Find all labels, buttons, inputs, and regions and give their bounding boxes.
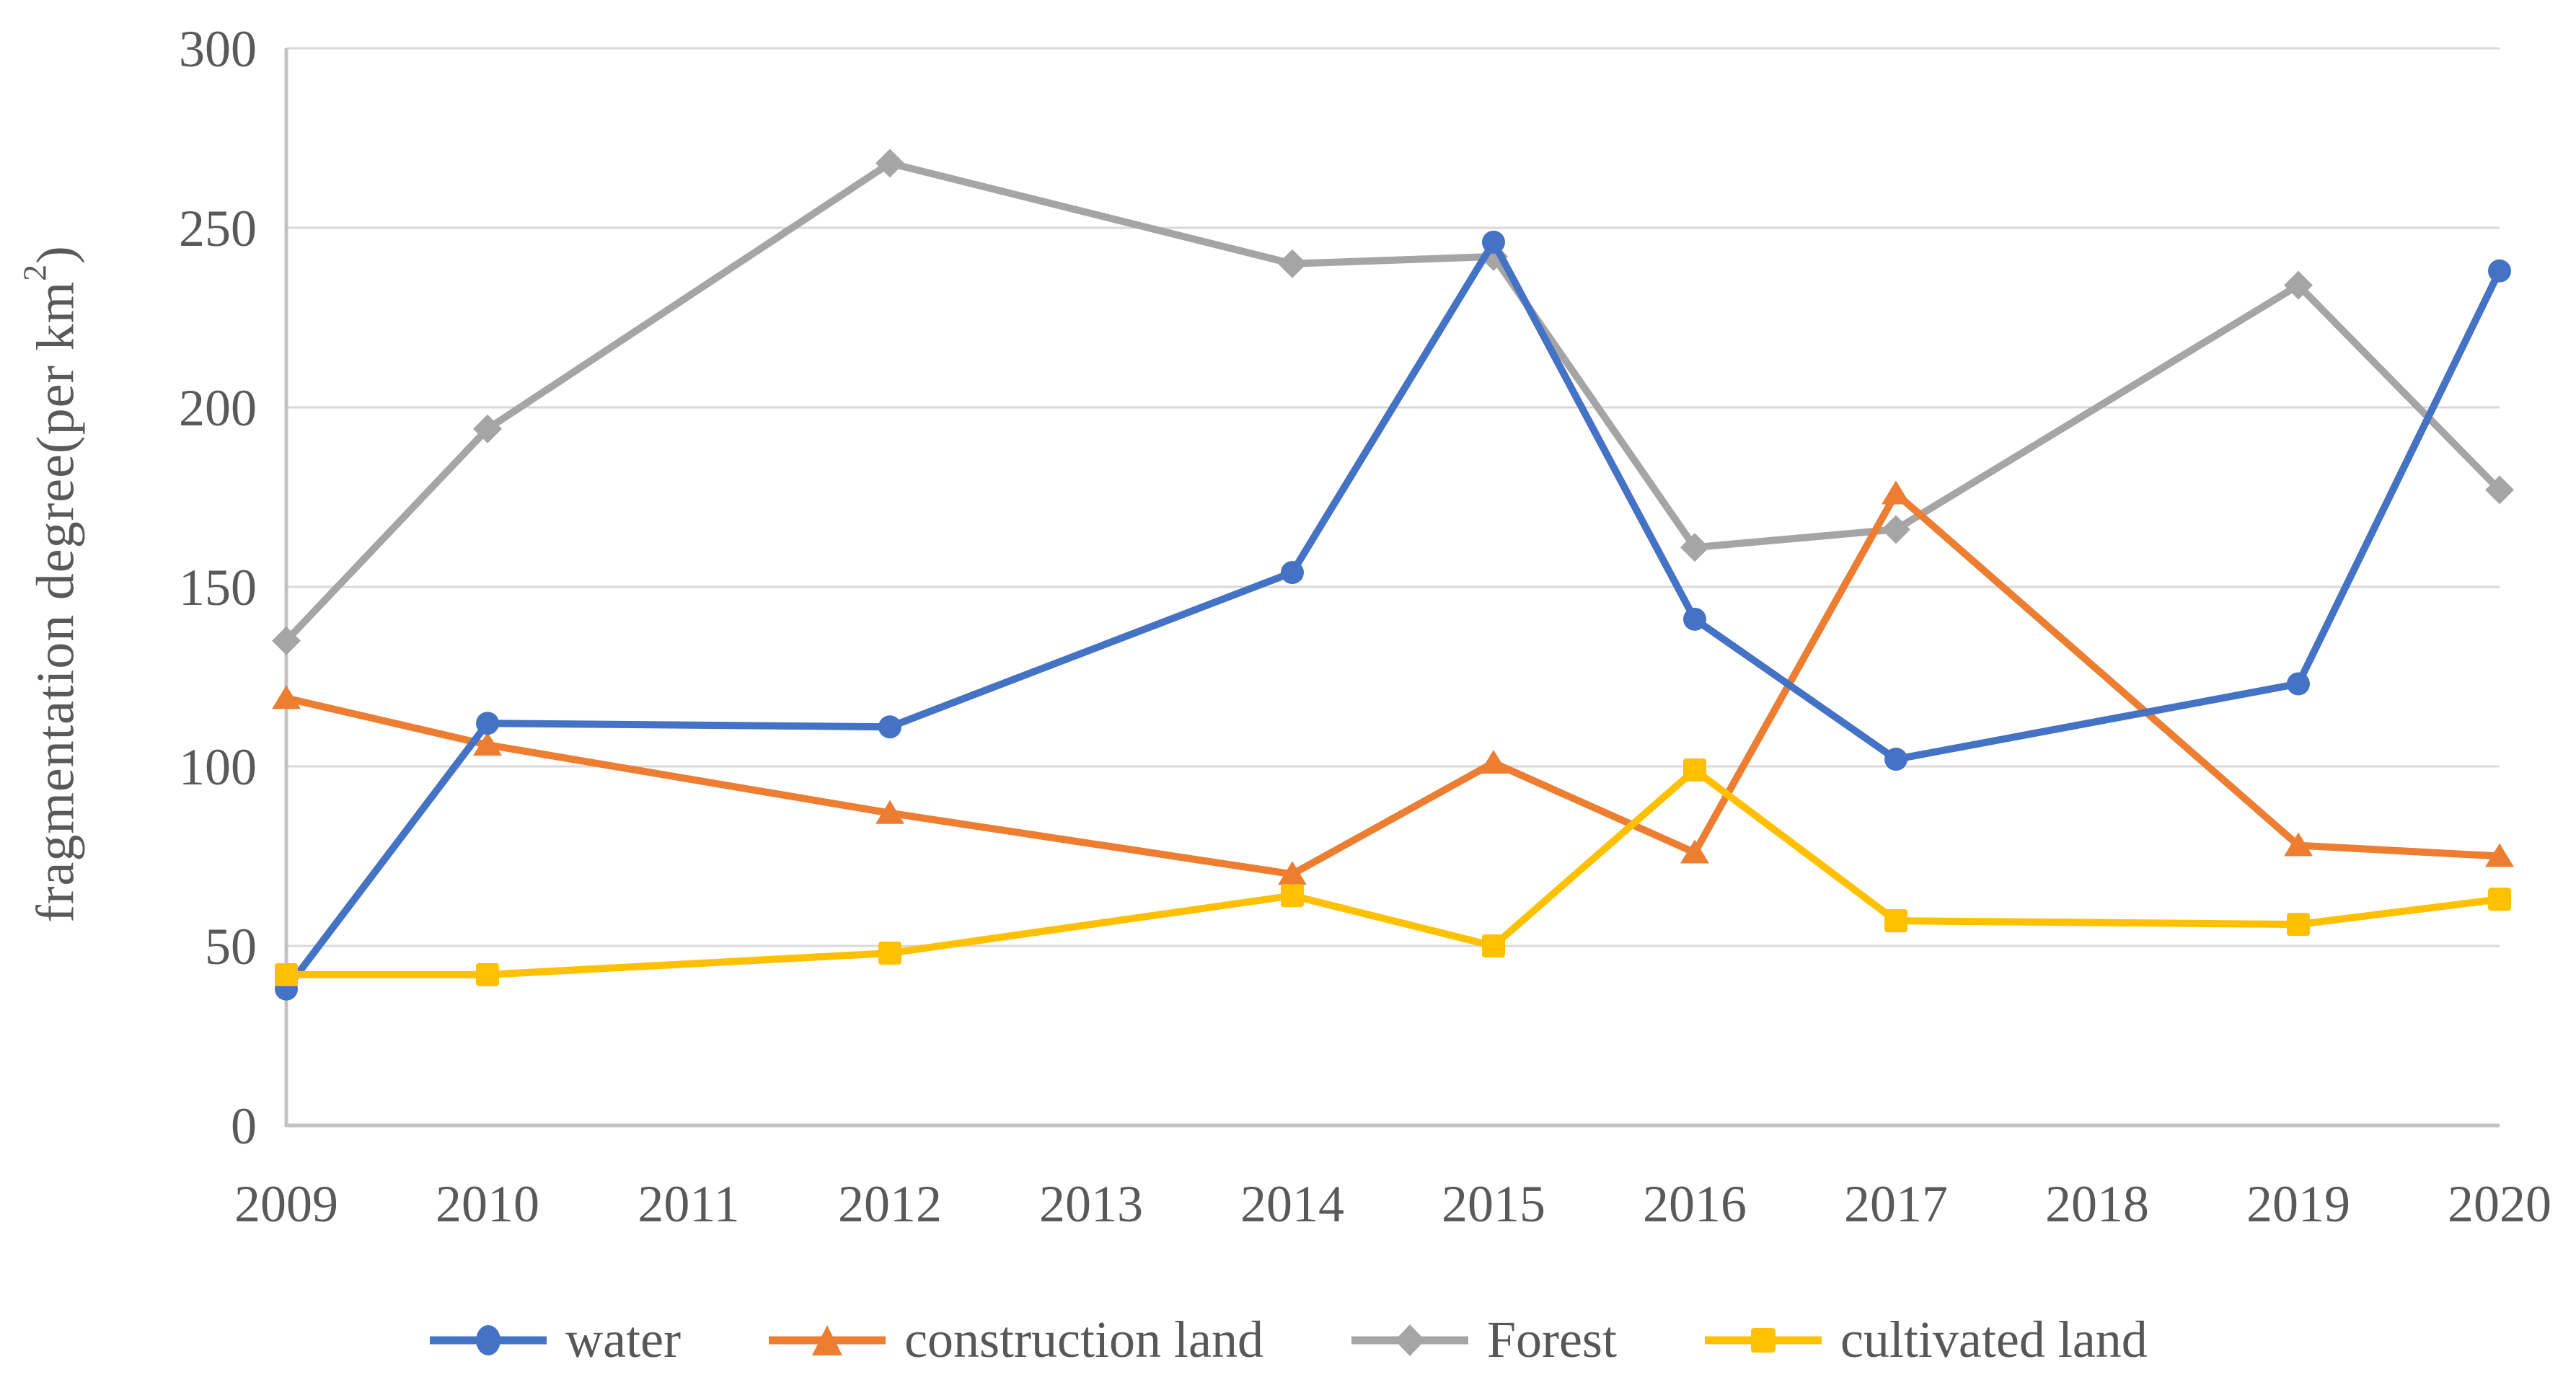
legend-label-water: water bbox=[565, 1311, 682, 1368]
x-tick-label-2015: 2015 bbox=[1442, 1175, 1545, 1233]
triangle-marker-construction-land-2019 bbox=[2284, 832, 2313, 857]
legend-label-construction-land: construction land bbox=[904, 1311, 1263, 1368]
circle-marker-water-2017 bbox=[1884, 748, 1907, 771]
triangle-marker-construction-land-2015 bbox=[1479, 750, 1508, 774]
x-tick-label-2017: 2017 bbox=[1844, 1175, 1948, 1233]
legend-label-cultivated-land: cultivated land bbox=[1840, 1311, 2148, 1368]
legend-item-forest: Forest bbox=[1350, 1310, 1617, 1370]
x-tick-label-2011: 2011 bbox=[638, 1175, 739, 1233]
circle-marker-water-2019 bbox=[2287, 672, 2310, 696]
y-tick-label-0: 0 bbox=[231, 1097, 257, 1155]
legend-label-forest: Forest bbox=[1486, 1311, 1617, 1368]
y-tick-label-100: 100 bbox=[179, 738, 257, 796]
y-axis-title-close: ) bbox=[26, 245, 86, 264]
diamond-marker-Forest-2012 bbox=[875, 149, 904, 178]
x-tick-label-2010: 2010 bbox=[436, 1175, 539, 1233]
x-tick-label-2018: 2018 bbox=[2045, 1175, 2149, 1233]
forest-line-diamond-marker-icon bbox=[1351, 1324, 1468, 1356]
square-marker-cultivated-land-2015 bbox=[1482, 934, 1505, 957]
y-axis-title-superscript: 2 bbox=[16, 263, 53, 281]
x-tick-label-2020: 2020 bbox=[2448, 1175, 2551, 1233]
diamond-marker-Forest-2009 bbox=[272, 626, 301, 655]
y-tick-label-50: 50 bbox=[205, 918, 257, 975]
circle-marker-water-2020 bbox=[2488, 259, 2511, 283]
circle-marker-water-2016 bbox=[1683, 607, 1706, 631]
triangle-marker-construction-land-2012 bbox=[875, 800, 904, 824]
y-axis-title-text: fragmentation degree(per km bbox=[26, 280, 86, 923]
x-tick-label-2016: 2016 bbox=[1643, 1175, 1747, 1233]
circle-marker-water-2015 bbox=[1482, 230, 1505, 254]
x-tick-label-2009: 2009 bbox=[234, 1175, 338, 1233]
legend-item-cultivated-land: cultivated land bbox=[1703, 1310, 2148, 1370]
construction-land-line-triangle-marker-icon bbox=[769, 1324, 886, 1355]
square-marker-cultivated-land-2017 bbox=[1884, 909, 1907, 933]
triangle-marker-construction-land-2009 bbox=[272, 685, 301, 709]
square-marker-cultivated-land-2016 bbox=[1683, 758, 1706, 782]
diamond-marker-Forest-2017 bbox=[1882, 515, 1910, 544]
y-tick-label-150: 150 bbox=[179, 559, 257, 616]
square-marker-cultivated-land-2009 bbox=[275, 963, 298, 986]
circle-marker-water-2012 bbox=[878, 715, 901, 739]
triangle-marker-construction-land-2016 bbox=[1680, 839, 1709, 864]
diamond-marker-Forest-2016 bbox=[1680, 533, 1709, 562]
y-tick-label-300: 300 bbox=[179, 20, 257, 78]
triangle-marker-construction-land-2017 bbox=[1882, 480, 1910, 505]
x-tick-label-2013: 2013 bbox=[1039, 1175, 1143, 1233]
square-marker-cultivated-land-2012 bbox=[878, 941, 901, 965]
series-line-construction-land bbox=[285, 490, 2500, 878]
legend-item-water: water bbox=[428, 1310, 681, 1370]
circle-marker-water-2010 bbox=[476, 712, 499, 735]
square-marker-cultivated-land-2019 bbox=[2287, 913, 2310, 937]
x-tick-label-2019: 2019 bbox=[2246, 1175, 2350, 1233]
y-axis-title: fragmentation degree(per km2) bbox=[17, 245, 87, 923]
diamond-marker-Forest-2010 bbox=[473, 414, 502, 443]
square-marker-cultivated-land-2010 bbox=[476, 963, 499, 986]
diamond-marker-Forest-2014 bbox=[1278, 249, 1307, 278]
square-marker-cultivated-land-2014 bbox=[1281, 884, 1304, 908]
diamond-marker-Forest-2019 bbox=[2284, 270, 2313, 300]
circle-marker-water-2014 bbox=[1281, 561, 1304, 585]
x-tick-label-2012: 2012 bbox=[838, 1175, 942, 1233]
square-marker-cultivated-land-2020 bbox=[2488, 888, 2511, 911]
y-tick-label-250: 250 bbox=[179, 200, 257, 257]
series-line-water bbox=[283, 238, 2503, 991]
diamond-marker-Forest-2020 bbox=[2485, 475, 2514, 505]
y-tick-label-200: 200 bbox=[179, 379, 257, 437]
legend-item-construction-land: construction land bbox=[767, 1310, 1263, 1370]
x-tick-label-2014: 2014 bbox=[1240, 1175, 1344, 1233]
water-line-circle-marker-icon bbox=[430, 1324, 547, 1355]
series-line-cultivated-land bbox=[286, 766, 2500, 978]
triangle-marker-construction-land-2014 bbox=[1278, 861, 1307, 885]
triangle-marker-construction-land-2010 bbox=[473, 732, 502, 756]
legend: water construction land Forest cultivate… bbox=[0, 1295, 2576, 1385]
cultivated-land-line-square-marker-icon bbox=[1704, 1327, 1822, 1353]
triangle-marker-construction-land-2020 bbox=[2485, 843, 2514, 867]
